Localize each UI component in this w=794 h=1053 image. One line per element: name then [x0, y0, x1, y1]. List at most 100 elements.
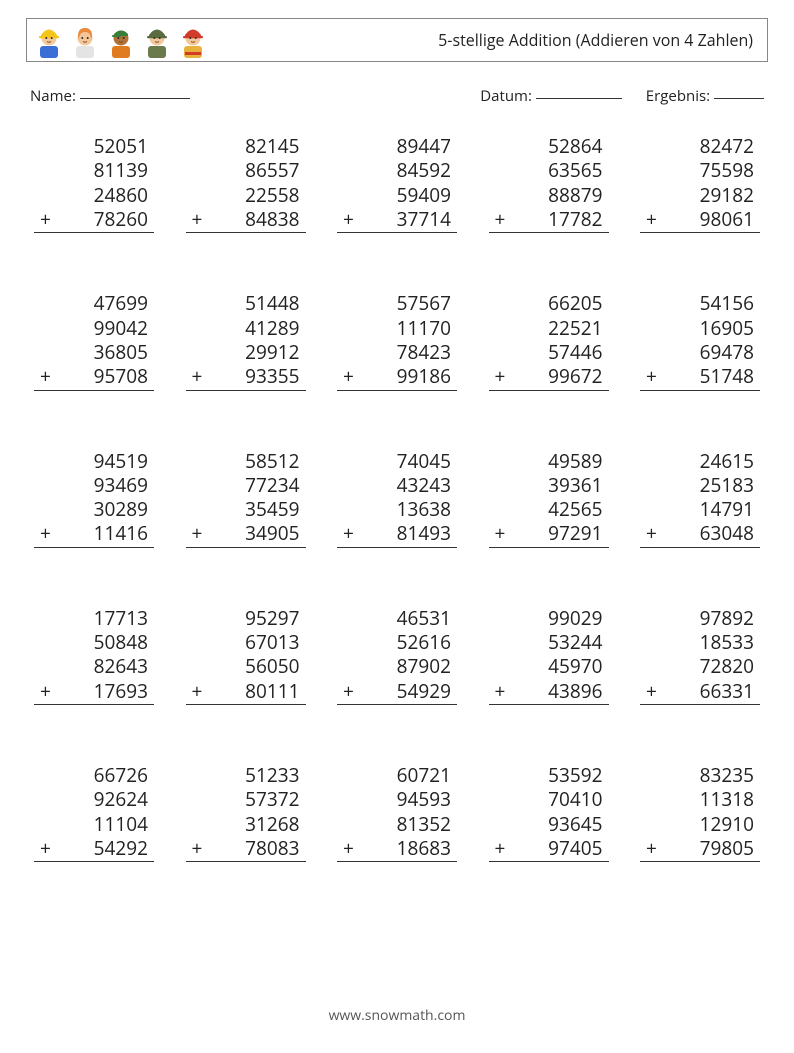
addition-problem: 476999904236805+95708 [34, 291, 154, 404]
name-label: Name: [30, 86, 76, 106]
addend: 22558 [186, 183, 306, 207]
addition-problem: 535927041093645+97405 [489, 763, 609, 876]
answer-blank[interactable] [489, 705, 609, 719]
addend: 97892 [640, 606, 760, 630]
addend: 57372 [186, 787, 306, 811]
addend: 60721 [337, 763, 457, 787]
addition-problem: 824727559829182+98061 [640, 134, 760, 247]
operator: + [646, 207, 657, 231]
answer-blank[interactable] [640, 233, 760, 247]
addend: 35459 [186, 497, 306, 521]
addend: 78260 [94, 206, 148, 232]
answer-blank[interactable] [186, 862, 306, 876]
addend: 46531 [337, 606, 457, 630]
answer-blank[interactable] [337, 233, 457, 247]
addition-problem: 894478459259409+37714 [337, 134, 457, 247]
answer-blank[interactable] [34, 862, 154, 876]
answer-blank[interactable] [640, 548, 760, 562]
addend: 98061 [700, 206, 754, 232]
addend: 56050 [186, 654, 306, 678]
addend: 81139 [34, 158, 154, 182]
answer-blank[interactable] [337, 862, 457, 876]
addend: 94593 [337, 787, 457, 811]
answer-blank[interactable] [34, 391, 154, 405]
answer-blank[interactable] [640, 862, 760, 876]
last-addend: +37714 [337, 207, 457, 233]
addend: 37714 [397, 206, 451, 232]
date-field: Datum: [480, 86, 622, 106]
addition-problem: 528646356588879+17782 [489, 134, 609, 247]
addend: 66331 [700, 678, 754, 704]
answer-blank[interactable] [34, 233, 154, 247]
answer-blank[interactable] [34, 548, 154, 562]
operator: + [495, 364, 506, 388]
answer-blank[interactable] [489, 391, 609, 405]
operator: + [343, 364, 354, 388]
info-row: Name: Datum: Ergebnis: [26, 86, 768, 106]
addend: 16905 [640, 316, 760, 340]
operator: + [495, 207, 506, 231]
answer-blank[interactable] [489, 233, 609, 247]
operator: + [40, 679, 51, 703]
addend: 52051 [34, 134, 154, 158]
addend: 81352 [337, 812, 457, 836]
operator: + [646, 679, 657, 703]
addend: 29912 [186, 340, 306, 364]
addend: 82472 [640, 134, 760, 158]
addition-problem: 585127723435459+34905 [186, 449, 306, 562]
last-addend: +17782 [489, 207, 609, 233]
firefighter-icon [179, 22, 207, 58]
footer-link: www.snowmath.com [0, 1006, 794, 1025]
addend: 49589 [489, 449, 609, 473]
problem-row: 177135084882643+17693952976701356050+801… [34, 606, 760, 719]
addend: 97405 [548, 835, 602, 861]
answer-blank[interactable] [186, 233, 306, 247]
addend: 99042 [34, 316, 154, 340]
addend: 69478 [640, 340, 760, 364]
addend: 51233 [186, 763, 306, 787]
answer-blank[interactable] [640, 391, 760, 405]
last-addend: +17693 [34, 679, 154, 705]
last-addend: +34905 [186, 521, 306, 547]
answer-blank[interactable] [337, 391, 457, 405]
answer-blank[interactable] [186, 705, 306, 719]
operator: + [646, 836, 657, 860]
last-addend: +78083 [186, 836, 306, 862]
addend: 24860 [34, 183, 154, 207]
answer-blank[interactable] [489, 548, 609, 562]
answer-blank[interactable] [489, 862, 609, 876]
operator: + [40, 836, 51, 860]
last-addend: +98061 [640, 207, 760, 233]
addend: 43896 [548, 678, 602, 704]
answer-blank[interactable] [186, 548, 306, 562]
last-addend: +99672 [489, 364, 609, 390]
answer-blank[interactable] [186, 391, 306, 405]
addition-problem: 465315261687902+54929 [337, 606, 457, 719]
last-addend: +99186 [337, 364, 457, 390]
answer-blank[interactable] [337, 705, 457, 719]
name-blank[interactable] [80, 84, 190, 99]
last-addend: +11416 [34, 521, 154, 547]
addend: 47699 [34, 291, 154, 315]
date-blank[interactable] [536, 84, 622, 99]
date-label: Datum: [480, 86, 532, 106]
answer-blank[interactable] [640, 705, 760, 719]
operator: + [646, 521, 657, 545]
addend: 75598 [640, 158, 760, 182]
addend: 30289 [34, 497, 154, 521]
addend: 72820 [640, 654, 760, 678]
answer-blank[interactable] [337, 548, 457, 562]
addend: 17713 [34, 606, 154, 630]
addition-problem: 177135084882643+17693 [34, 606, 154, 719]
addend: 22521 [489, 316, 609, 340]
addend: 97291 [548, 520, 602, 546]
addition-problem: 495893936142565+97291 [489, 449, 609, 562]
answer-blank[interactable] [34, 705, 154, 719]
operator: + [192, 364, 203, 388]
result-blank[interactable] [714, 84, 764, 99]
addition-problem: 821458655722558+84838 [186, 134, 306, 247]
addend: 51748 [700, 363, 754, 389]
header-icons-row [35, 22, 207, 58]
worksheet-title: 5-stellige Addition (Addieren von 4 Zahl… [438, 29, 753, 51]
addend: 53244 [489, 630, 609, 654]
